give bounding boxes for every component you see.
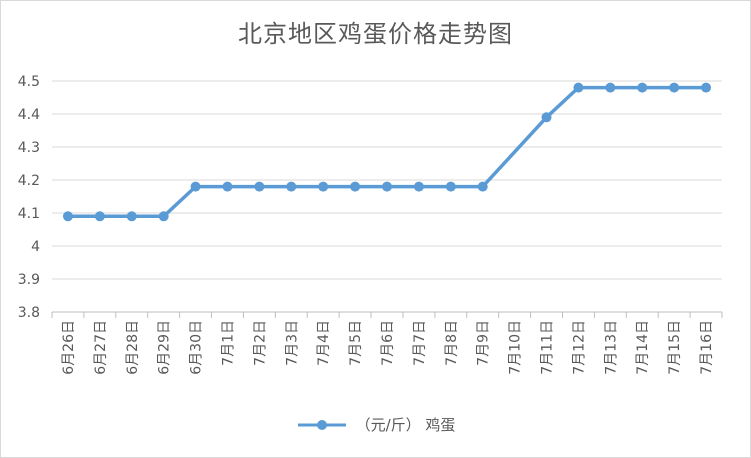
x-tick-label: 6月29日 bbox=[157, 320, 173, 375]
x-tick-label: 7月15日 bbox=[667, 320, 683, 375]
x-axis bbox=[51, 311, 723, 318]
y-tick-label: 4 bbox=[31, 239, 40, 255]
gridlines bbox=[52, 80, 722, 280]
legend-marker-icon bbox=[316, 419, 327, 430]
data-point bbox=[637, 82, 648, 93]
y-tick-label: 3.9 bbox=[18, 272, 40, 288]
data-point bbox=[477, 181, 488, 192]
data-point bbox=[190, 181, 201, 192]
x-tick-label: 7月10日 bbox=[508, 320, 524, 375]
data-point bbox=[669, 82, 680, 93]
x-tick-label: 6月30日 bbox=[189, 320, 205, 375]
data-point bbox=[94, 211, 105, 222]
data-point bbox=[318, 181, 329, 192]
x-tick-label: 7月1日 bbox=[220, 320, 236, 366]
data-point bbox=[382, 181, 392, 192]
series-eggs bbox=[62, 82, 712, 222]
x-tick-label: 7月14日 bbox=[635, 320, 651, 375]
legend-label: （元/斤） 鸡蛋 bbox=[355, 416, 456, 434]
data-point bbox=[222, 181, 233, 192]
x-tick-label: 7月13日 bbox=[603, 320, 619, 375]
y-tick-label: 4.2 bbox=[18, 173, 40, 189]
y-tick-label: 4.5 bbox=[18, 74, 40, 90]
data-point bbox=[350, 181, 361, 192]
data-point bbox=[701, 82, 712, 93]
data-point bbox=[605, 82, 616, 93]
data-point bbox=[573, 82, 584, 93]
x-tick-label: 7月3日 bbox=[284, 320, 300, 366]
x-tick-label: 7月12日 bbox=[571, 320, 587, 375]
y-tick-label: 4.1 bbox=[18, 206, 40, 222]
data-point bbox=[413, 181, 424, 192]
chart-title: 北京地区鸡蛋价格走势图 bbox=[238, 20, 513, 48]
data-point bbox=[158, 211, 169, 222]
data-point bbox=[62, 211, 73, 222]
data-point bbox=[254, 181, 265, 192]
y-axis-ticks: 4.5 4.4 4.3 4.2 4.1 4 3.9 3.8 bbox=[18, 74, 40, 321]
x-tick-label: 7月4日 bbox=[316, 320, 332, 366]
y-tick-label: 4.4 bbox=[18, 107, 40, 123]
x-tick-label: 7月2日 bbox=[252, 320, 268, 366]
series-line bbox=[66, 85, 708, 219]
data-point bbox=[541, 112, 552, 123]
legend: （元/斤） 鸡蛋 bbox=[0, 414, 751, 435]
x-tick-label: 7月6日 bbox=[380, 320, 396, 366]
x-tick-label: 7月8日 bbox=[444, 320, 460, 366]
x-tick-label: 6月26日 bbox=[61, 320, 77, 375]
data-point bbox=[445, 181, 456, 192]
x-tick-label: 7月11日 bbox=[540, 320, 556, 375]
y-tick-label: 4.3 bbox=[18, 140, 40, 156]
x-tick-label: 6月27日 bbox=[93, 320, 109, 375]
x-tick-label: 7月7日 bbox=[412, 320, 428, 366]
x-tick-label: 7月5日 bbox=[348, 320, 364, 366]
x-axis-ticks: 6月26日 6月27日 6月28日 6月29日 6月30日 7月1日 7月2日 7月3日 7月4… bbox=[61, 320, 715, 375]
y-tick-label: 3.8 bbox=[18, 305, 40, 321]
data-point bbox=[126, 211, 137, 222]
data-point bbox=[286, 181, 297, 192]
x-tick-label: 7月16日 bbox=[699, 320, 715, 375]
legend-swatch bbox=[297, 419, 346, 430]
x-tick-label: 7月9日 bbox=[476, 320, 492, 366]
x-tick-label: 6月28日 bbox=[125, 320, 141, 375]
